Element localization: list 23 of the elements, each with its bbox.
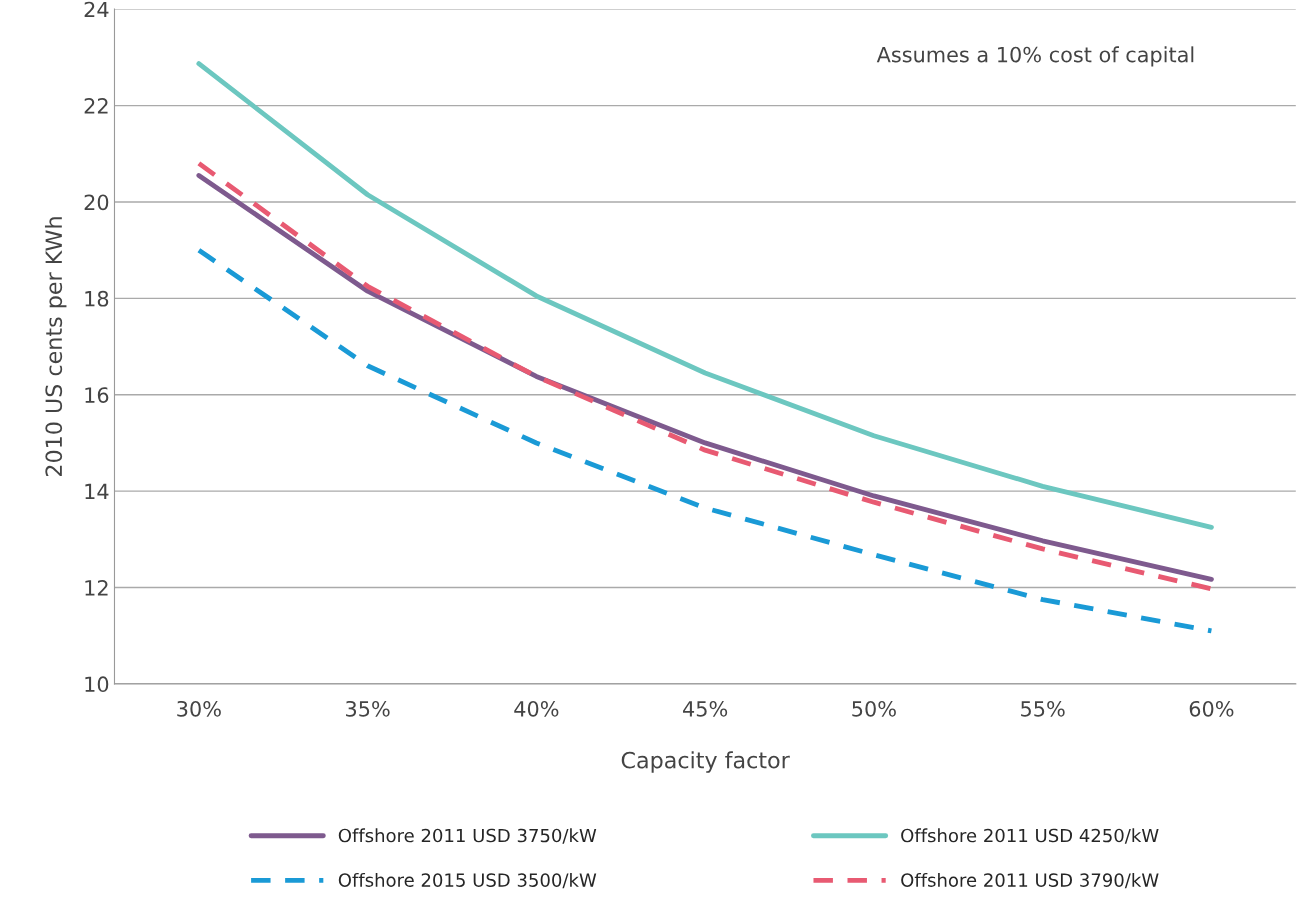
legend-label: Offshore 2011 USD 4250/kW <box>901 828 1159 844</box>
legend-label: Offshore 2015 USD 3500/kW <box>338 872 597 889</box>
legend-label: Offshore 2011 USD 3790/kW <box>901 872 1159 889</box>
x-tick-label: 40% <box>514 700 559 717</box>
x-tick-label: 30% <box>177 700 221 717</box>
y-axis-title: 2010 US cents per KWh <box>44 217 67 477</box>
y-tick-label: 22 <box>84 98 108 114</box>
y-tick-label: 10 <box>85 676 109 693</box>
x-tick-label: 45% <box>683 700 728 717</box>
y-tick-label: 18 <box>85 290 109 307</box>
y-tick-label: 24 <box>84 1 109 18</box>
line-series <box>196 247 1214 634</box>
y-tick-label: 14 <box>85 483 109 500</box>
x-tick-label: 55% <box>1021 700 1065 717</box>
x-tick-label: 50% <box>852 700 896 717</box>
annotation: Assumes a 10% cost of capital <box>876 46 1194 67</box>
x-tick-label: 35% <box>346 700 390 717</box>
y-tick-label: 12 <box>85 579 108 596</box>
y-tick-label: 16 <box>85 387 109 403</box>
x-axis-title: Capacity factor <box>621 751 790 773</box>
x-tick-label: 60% <box>1189 700 1234 717</box>
legend-label: Offshore 2011 USD 3750/kW <box>338 828 597 844</box>
y-tick-label: 20 <box>84 194 109 211</box>
